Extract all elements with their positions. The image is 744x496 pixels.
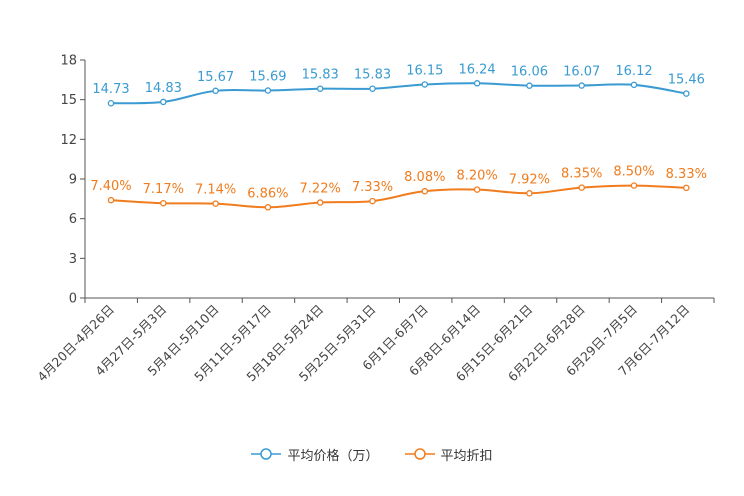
data-label: 14.73 [92,82,129,97]
data-label: 8.50% [613,165,654,180]
data-point [526,190,533,197]
data-label: 16.12 [615,64,652,79]
data-point [683,184,690,192]
data-label: 7.92% [509,172,550,187]
data-point [107,196,115,204]
y-tick-label: 15 [60,93,77,108]
data-label: 16.06 [511,65,548,80]
legend-marker-discount [404,448,435,460]
data-point [630,81,638,89]
legend-item-price[interactable]: 平均价格（万） [251,445,379,464]
data-label: 15.46 [668,73,705,88]
data-label: 16.15 [406,63,443,78]
data-point [630,182,638,189]
legend-item-discount[interactable]: 平均折扣 [404,445,493,464]
data-point [160,98,167,106]
legend-marker-price [251,448,282,460]
data-point [421,187,429,195]
data-label: 7.33% [352,180,393,195]
data-label: 16.07 [563,65,600,80]
data-label: 15.69 [249,70,286,85]
data-point [316,199,324,206]
data-point [473,186,481,193]
data-label: 7.17% [143,182,184,197]
data-label: 8.08% [404,170,445,185]
data-point [264,87,272,94]
data-point [578,184,585,191]
data-point [421,81,429,88]
data-point [160,199,167,207]
data-point [578,82,585,89]
y-tick-label: 12 [60,133,77,148]
data-point [683,90,690,97]
data-point [473,80,481,87]
legend: 平均价格（万） 平均折扣 [0,444,744,464]
data-point [316,85,324,92]
data-point [526,82,533,89]
legend-label-discount: 平均折扣 [440,448,493,464]
y-tick-label: 6 [69,212,77,227]
y-tick-label: 0 [69,292,77,307]
data-label: 14.83 [145,81,182,96]
data-label: 8.33% [666,167,707,182]
data-label: 8.35% [561,167,602,182]
data-point [264,204,272,211]
y-tick-label: 9 [69,173,77,188]
data-point [369,85,376,92]
data-label: 7.40% [90,179,131,194]
data-point [369,197,376,205]
data-label: 7.14% [195,183,236,198]
data-label: 7.22% [300,182,341,197]
y-tick-label: 18 [60,54,77,69]
data-label: 15.67 [197,70,234,85]
data-label: 6.86% [247,186,288,201]
series-line-discount [110,184,687,209]
data-label: 16.24 [458,62,495,77]
data-point [212,87,219,95]
series-line-price [110,82,687,105]
legend-label-price: 平均价格（万） [287,448,379,464]
data-label: 15.83 [354,68,391,83]
data-point [107,99,115,107]
data-label: 8.20% [456,169,497,184]
y-tick-label: 3 [69,252,77,267]
data-point [212,200,219,207]
data-label: 15.83 [302,68,339,83]
